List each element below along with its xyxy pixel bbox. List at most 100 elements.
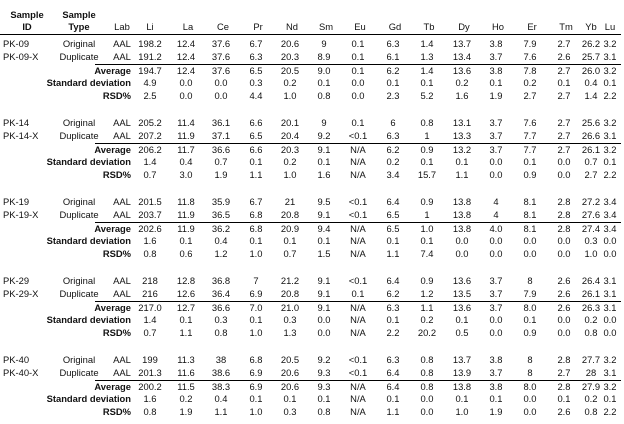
stat-value: N/A (350, 380, 366, 392)
stat-value: 0.8 (420, 380, 434, 392)
stat-value: 3.2 (603, 64, 617, 76)
stat-value: 0.1 (386, 77, 400, 89)
stat-value: 37.6 (211, 64, 231, 76)
stat-value: 36.2 (211, 222, 231, 234)
element-value: 6.6 (249, 117, 263, 128)
stat-value: 0.2 (283, 77, 297, 89)
stat-value: 0.1 (317, 156, 331, 168)
element-value: 7.7 (523, 129, 537, 141)
stat-value: 1.6 (143, 393, 157, 405)
sample-type: Original (62, 117, 96, 128)
stat-value: 11.7 (177, 143, 195, 155)
element-value: 38.6 (211, 366, 231, 378)
table-header: Sample Sample (0, 8, 624, 21)
stat-value: 0.2 (584, 314, 598, 326)
element-value: 3.7 (489, 366, 503, 378)
header-element: Sm (318, 21, 334, 32)
element-value: 6.4 (386, 366, 400, 378)
stat-value: 0.7 (143, 169, 157, 181)
element-value: 3.2 (603, 117, 617, 128)
element-value: <0.1 (348, 129, 368, 141)
stat-value: 3.1 (603, 301, 617, 313)
lab-code: AAL (113, 354, 131, 365)
element-value: 3.7 (489, 275, 503, 286)
stat-value: 0.0 (489, 235, 503, 247)
stat-value: 1.3 (283, 327, 297, 339)
stat-value: 6.4 (386, 380, 400, 392)
sample-row: PK-14 Original AAL 205.2 11.4 36.1 6.6 20.1 9 0.1… (0, 116, 624, 129)
stat-value: 0.7 (584, 156, 598, 168)
stat-value: 2.8 (557, 380, 571, 392)
element-value: 11.9 (177, 208, 195, 220)
header-element: Tm (559, 21, 573, 32)
stat-value: N/A (350, 314, 366, 326)
sample-row: PK-19-X Duplicate AAL 203.7 11.9 36.5 6.8 20.8 9… (0, 208, 624, 221)
stat-value: 1.0 (249, 406, 263, 418)
stat-value: 11.5 (177, 380, 195, 392)
stat-value: 1.9 (489, 406, 503, 418)
element-value: 9.1 (317, 275, 331, 286)
stat-label: Average (94, 64, 131, 76)
element-value: 3.7 (489, 287, 503, 299)
element-value: 37.6 (211, 38, 231, 49)
lab-code: AAL (113, 38, 131, 49)
element-value: 13.7 (452, 38, 472, 49)
stat-value: 11.9 (177, 222, 195, 234)
stat-value: 2.3 (386, 90, 400, 102)
stat-value: 0.2 (386, 156, 400, 168)
stat-value: N/A (350, 222, 366, 234)
element-value: 9.3 (317, 366, 331, 378)
stat-value: 13.2 (452, 143, 472, 155)
stat-row: RSD% 0.8 1.9 1.1 1.0 0.3 0.8 N/A 1.1 0.0 1.0 1.9 0.0… (0, 405, 624, 418)
stat-value: 6.9 (249, 380, 263, 392)
element-value: 0.9 (420, 275, 434, 286)
stat-value: 0.3 (214, 314, 228, 326)
stat-value: 3.4 (603, 222, 617, 234)
element-value: 6.9 (249, 366, 263, 378)
element-value: 20.5 (280, 354, 300, 365)
stat-row: Average 202.6 11.9 36.2 6.8 20.9 9.4 N/A 6.5 1.0 1… (0, 222, 624, 235)
sample-id: PK-09 (3, 38, 30, 49)
element-value: <0.1 (348, 208, 368, 220)
stat-value: 3.2 (603, 380, 617, 392)
sample-row: PK-40-X Duplicate AAL 201.3 11.6 38.6 6.9 20.6 9… (0, 366, 624, 379)
stat-value: 1.2 (214, 248, 228, 260)
element-value: 2.7 (557, 117, 571, 128)
stat-value: 2.7 (523, 90, 537, 102)
stat-value: 1.9 (489, 90, 503, 102)
element-value: 9 (321, 38, 327, 49)
stat-value: 0.0 (557, 314, 571, 326)
element-value: <0.1 (348, 366, 368, 378)
stat-value: 0.0 (489, 327, 503, 339)
element-value: 37.6 (211, 50, 231, 62)
element-value: 28 (585, 366, 597, 378)
stat-value: 1.0 (420, 222, 434, 234)
stat-value: 7.7 (523, 143, 537, 155)
stat-value: N/A (350, 406, 366, 418)
stat-value: 0.1 (386, 314, 400, 326)
stat-value: 0.6 (179, 248, 193, 260)
stat-value: 2.7 (557, 90, 571, 102)
stat-value: 2.6 (557, 301, 571, 313)
stat-value: 7.8 (523, 64, 537, 76)
header-element: Lu (604, 21, 616, 32)
stat-value: 0.9 (523, 327, 537, 339)
element-value: 3.8 (489, 38, 503, 49)
stat-value: 0.1 (249, 314, 263, 326)
sample-type: Duplicate (59, 287, 99, 299)
stat-value: N/A (350, 327, 366, 339)
stat-value: 4.9 (143, 77, 157, 89)
stat-value: 21.0 (280, 301, 300, 313)
element-value: 6.9 (249, 287, 263, 299)
stat-value: 13.6 (452, 301, 472, 313)
sample-type: Duplicate (59, 208, 99, 220)
stat-label: RSD% (102, 406, 131, 418)
stat-value: 2.2 (603, 406, 617, 418)
element-value: 7.6 (523, 117, 537, 128)
stat-value: 0.8 (584, 327, 598, 339)
sample-row: PK-29-X Duplicate AAL 216 12.6 36.4 6.9 20.8 9.1… (0, 287, 624, 300)
stat-value: 1.0 (249, 327, 263, 339)
stat-value: 0.8 (143, 248, 157, 260)
element-value: 3.1 (603, 50, 617, 62)
stat-value: 0.2 (584, 393, 598, 405)
